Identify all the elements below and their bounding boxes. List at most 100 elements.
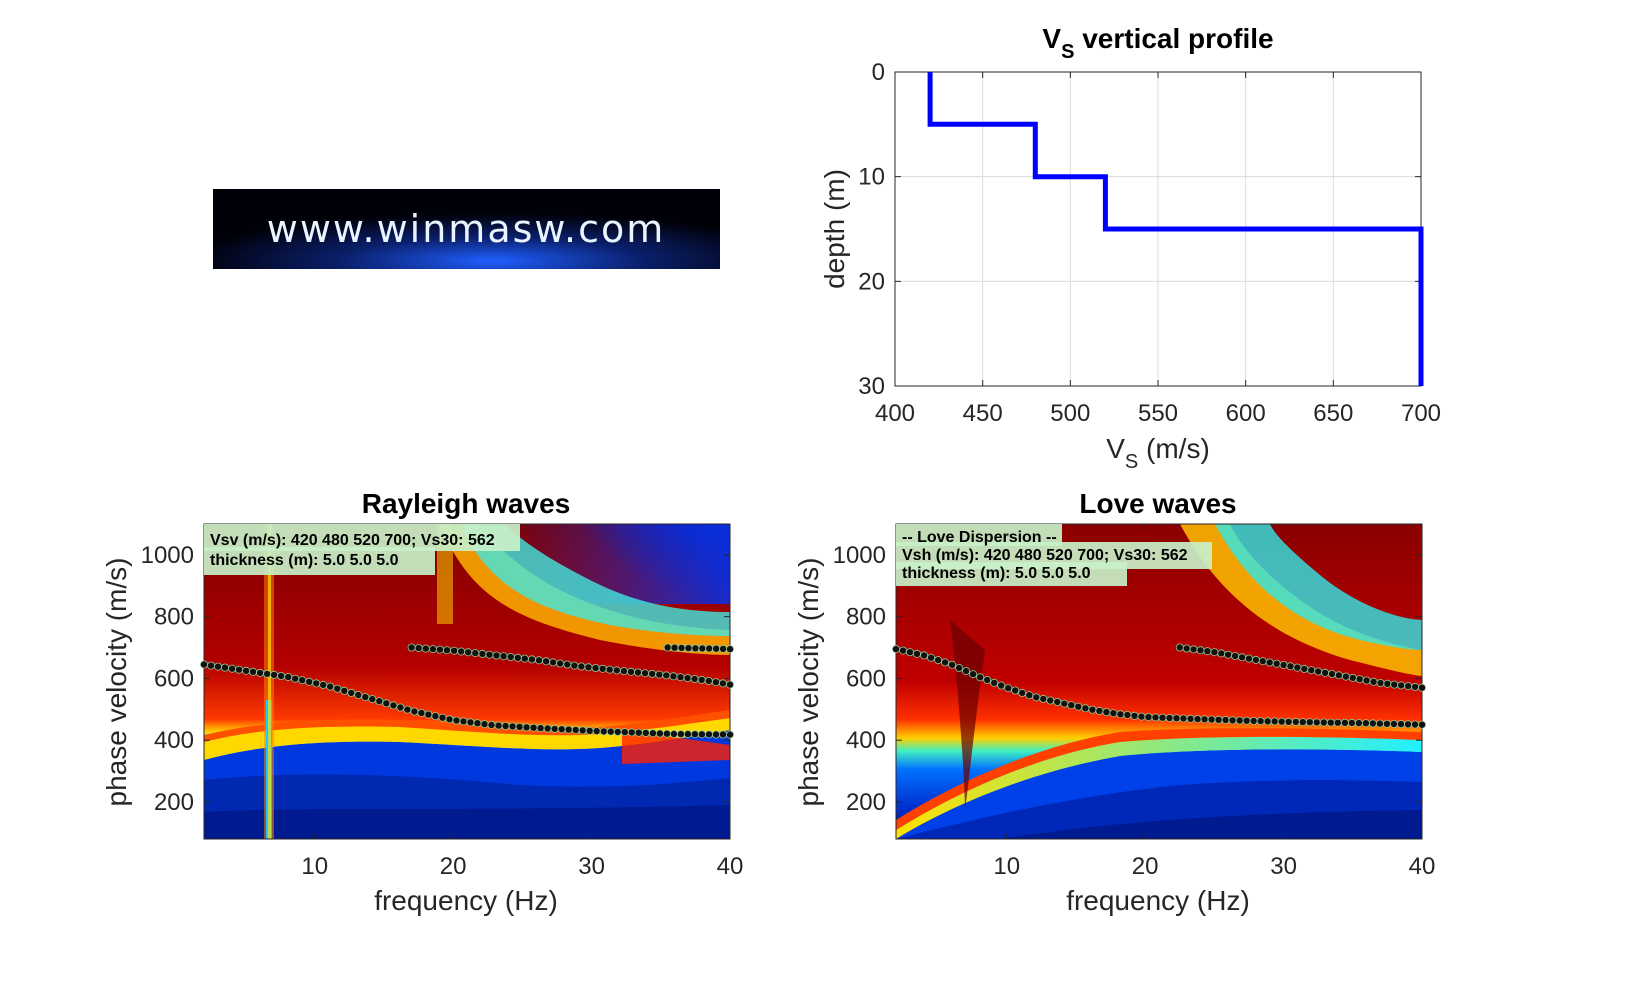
dispersion-point <box>892 645 901 654</box>
dispersion-point <box>1231 652 1240 661</box>
love-annotation-box: -- Love Dispersion -- Vsh (m/s): 420 480… <box>896 524 1212 586</box>
dispersion-point <box>571 726 580 735</box>
dispersion-point <box>403 705 412 714</box>
dispersion-point <box>578 726 587 735</box>
vs-profile-chart: 400 450 500 550 600 650 700 0 10 20 30 VS vertica… <box>819 23 1441 473</box>
rayleigh-annotation-line-2: thickness (m): 5.0 5.0 5.0 <box>210 552 399 569</box>
dispersion-point <box>726 730 735 739</box>
dispersion-point <box>599 727 608 736</box>
dispersion-point <box>705 730 714 739</box>
dispersion-point <box>690 675 699 684</box>
y-tick-label: 600 <box>154 665 194 692</box>
dispersion-point <box>457 647 466 656</box>
x-tick-label: 40 <box>717 853 744 880</box>
dispersion-point <box>613 727 622 736</box>
dispersion-point <box>1321 668 1330 677</box>
dispersion-point <box>1109 709 1118 718</box>
dispersion-point <box>480 720 489 729</box>
x-tick-label: 30 <box>578 853 605 880</box>
dispersion-point <box>1265 658 1274 667</box>
dispersion-point <box>1305 718 1314 727</box>
dispersion-point <box>438 713 447 722</box>
rayleigh-chart: 10 20 30 40 200 400 600 800 1000 Vsv (m/s): 420… <box>101 488 744 916</box>
dispersion-point <box>698 644 707 653</box>
dispersion-point <box>719 730 728 739</box>
dispersion-point <box>529 723 538 732</box>
love-chart: 10 20 30 40 200 400 600 800 1000 -- Love Disper… <box>793 488 1435 916</box>
y-tick-label: 400 <box>846 727 886 754</box>
dispersion-point <box>913 649 922 658</box>
dispersion-point <box>1376 679 1385 688</box>
dispersion-point <box>284 673 293 682</box>
y-ticks: 200 400 600 800 1000 <box>141 542 730 816</box>
dispersion-point <box>1210 648 1219 657</box>
dispersion-point <box>520 654 529 663</box>
dispersion-point <box>584 663 593 672</box>
dispersion-point <box>677 643 686 652</box>
dispersion-point <box>1298 718 1307 727</box>
dispersion-point <box>1182 644 1191 653</box>
dispersion-point <box>407 643 416 652</box>
dispersion-point <box>492 651 501 660</box>
love-heatmap <box>896 524 1422 839</box>
x-tick-label: 500 <box>1050 400 1090 427</box>
love-chart-title: Love waves <box>1079 488 1236 519</box>
y-tick-label: 1000 <box>833 542 886 569</box>
dispersion-point <box>1032 693 1041 702</box>
dispersion-point <box>1004 684 1013 693</box>
dispersion-point <box>485 650 494 659</box>
dispersion-point <box>1286 662 1295 671</box>
dispersion-point <box>466 718 475 727</box>
dispersion-point <box>1165 714 1174 723</box>
dispersion-point <box>1245 654 1254 663</box>
dispersion-point <box>305 677 314 686</box>
dispersion-point <box>1368 719 1377 728</box>
rayleigh-heatmap <box>204 524 730 839</box>
axes-box <box>895 523 1423 840</box>
dispersion-point <box>368 695 377 704</box>
dispersion-point <box>563 660 572 669</box>
dispersion-point <box>421 644 430 653</box>
dispersion-point <box>1362 676 1371 685</box>
dispersion-point <box>1347 718 1356 727</box>
rayleigh-chart-title: Rayleigh waves <box>362 488 571 519</box>
dispersion-point <box>1025 691 1034 700</box>
love-annotation-line-1: -- Love Dispersion -- <box>902 529 1057 546</box>
dispersion-point <box>1361 719 1370 728</box>
dispersion-point <box>1200 715 1209 724</box>
dispersion-point <box>410 707 419 716</box>
dispersion-point <box>1314 667 1323 676</box>
dispersion-point <box>577 662 586 671</box>
x-tick-label: 600 <box>1226 400 1266 427</box>
dispersion-point <box>1123 711 1132 720</box>
logo-text: www.winmasw.com <box>267 207 665 251</box>
dispersion-point <box>1067 701 1076 710</box>
dispersion-point <box>648 669 657 678</box>
dispersion-point <box>249 667 258 676</box>
dispersion-point <box>690 730 699 739</box>
dispersion-point <box>1284 717 1293 726</box>
dispersion-point <box>473 719 482 728</box>
dispersion-point <box>1328 670 1337 679</box>
dispersion-point <box>501 722 510 731</box>
dispersion-point <box>513 653 522 662</box>
x-tick-label: 10 <box>301 853 328 880</box>
dispersion-point <box>1369 677 1378 686</box>
dispersion-point <box>1046 696 1055 705</box>
dispersion-point <box>527 655 536 664</box>
dispersion-point <box>927 653 936 662</box>
dispersion-point <box>1039 694 1048 703</box>
dispersion-point <box>1214 715 1223 724</box>
vs-y-axis-label: depth (m) <box>819 169 850 289</box>
dispersion-point <box>619 667 628 676</box>
dispersion-point <box>1383 679 1392 688</box>
dispersion-point <box>1319 718 1328 727</box>
dispersion-point <box>1307 666 1316 675</box>
vs-chart-title: VS vertical profile <box>1042 23 1273 63</box>
dispersion-point <box>543 724 552 733</box>
dispersion-point <box>1340 718 1349 727</box>
dispersion-point <box>1144 713 1153 722</box>
dispersion-point <box>976 673 985 682</box>
dispersion-point <box>585 726 594 735</box>
